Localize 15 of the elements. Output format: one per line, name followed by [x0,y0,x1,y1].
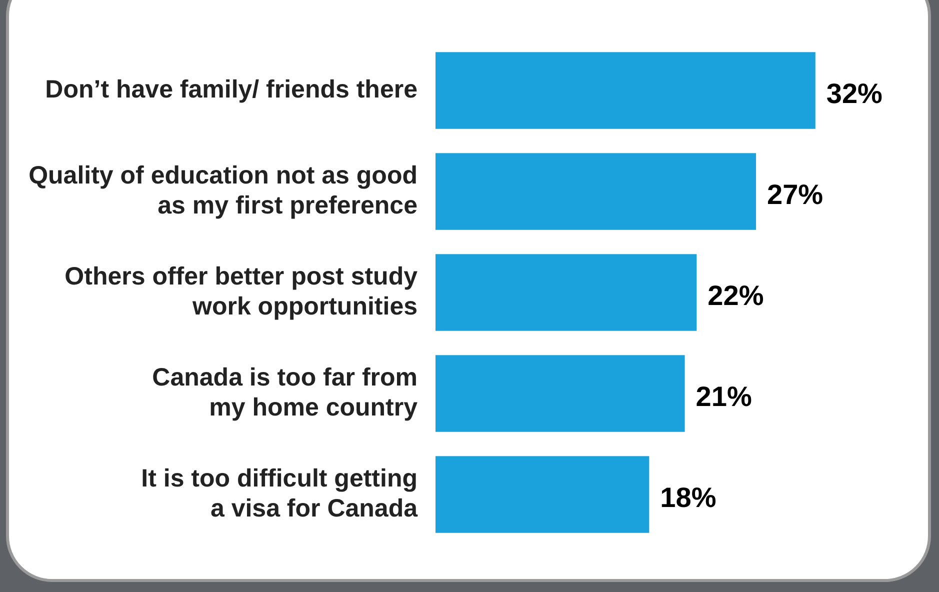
data-label: 27% [767,179,824,210]
bar [436,52,816,129]
data-label: 22% [708,280,764,312]
bar [436,153,756,230]
y-tick-label: Quality of education not as good as my first preference [28,161,418,220]
data-label: 21% [696,381,752,412]
y-tick-label: Don’t have family/ friends there [45,75,418,104]
bar [436,355,685,432]
y-tick-label: Others offer better post study work opportunities [64,262,418,320]
bar [436,456,650,533]
y-tick-label: It is too difficult getting a visa for Canada [141,464,419,522]
bar [436,254,697,331]
data-label: 32% [826,78,883,110]
y-tick-label: Canada is too far from my home country [152,363,418,422]
data-label: 18% [660,482,716,514]
